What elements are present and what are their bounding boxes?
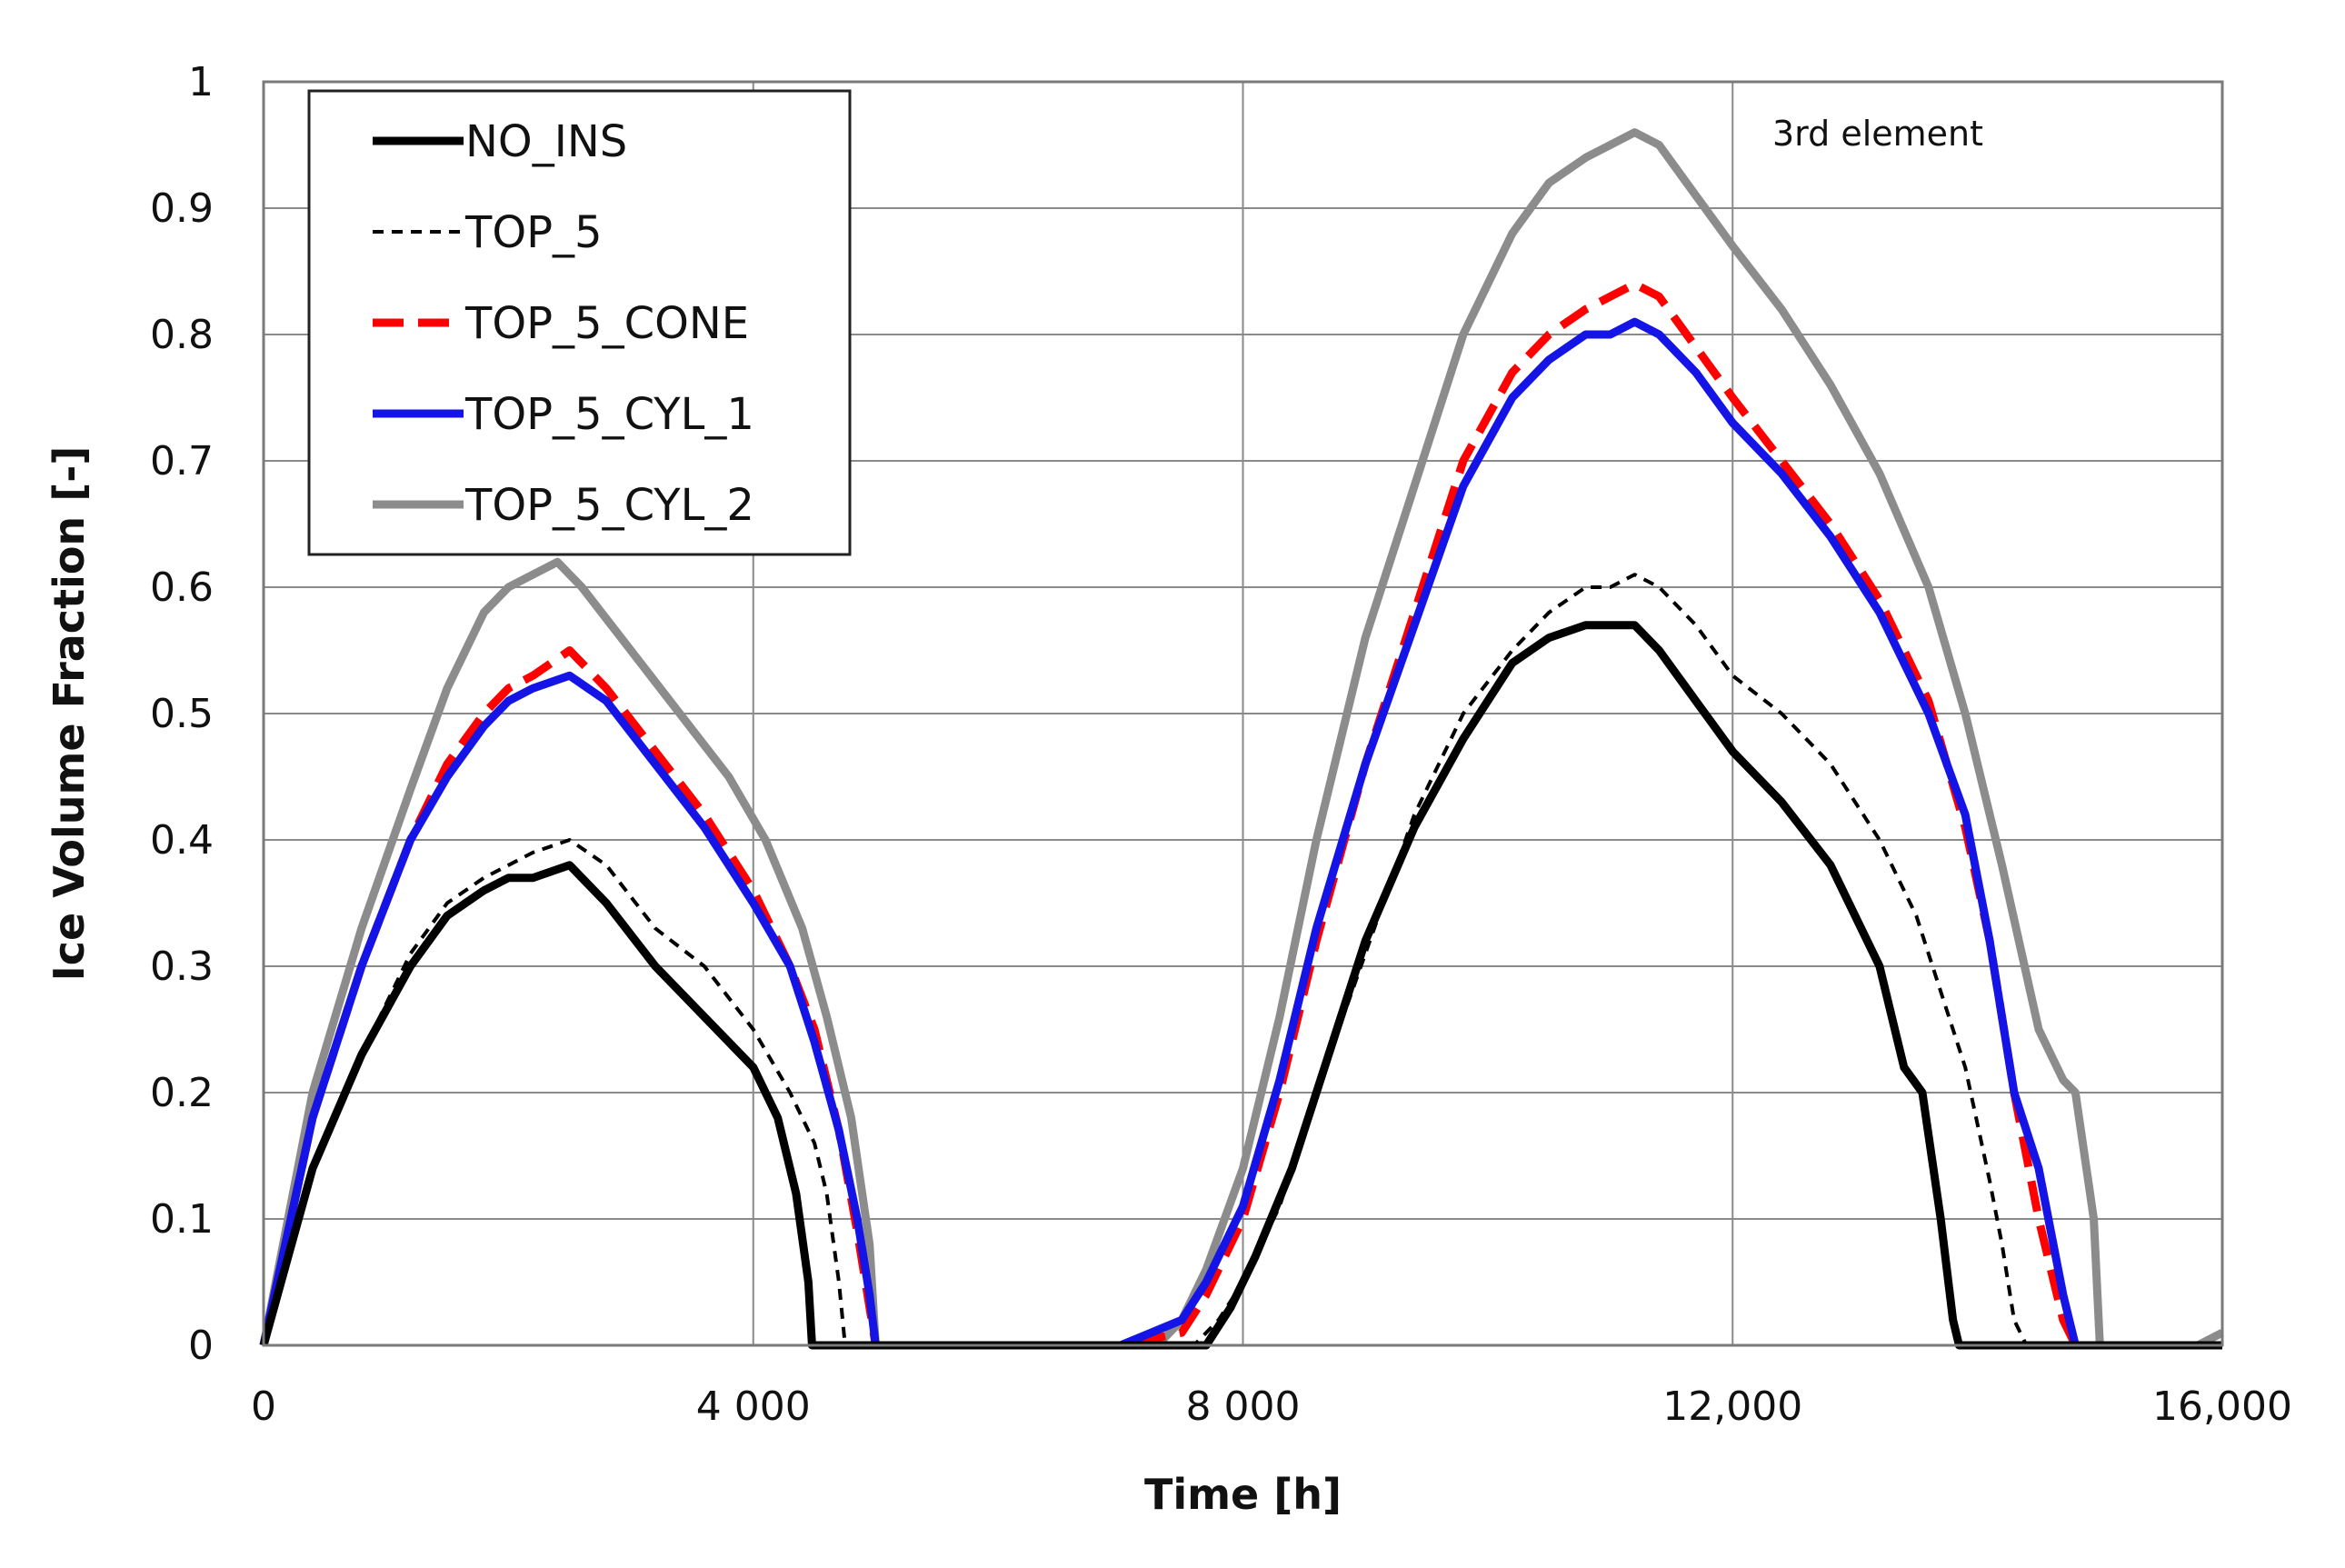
series-line-top-5-cyl-2 (259, 128, 2225, 1350)
y-axis-title: Ice Volume Fraction [-] (45, 446, 94, 982)
y-tick-label: 1 (188, 59, 214, 105)
x-tick-label: 4 000 (696, 1383, 811, 1430)
y-tick-label: 0.2 (150, 1070, 214, 1116)
legend-label: TOP_5 (464, 207, 603, 258)
series-line-no-ins (259, 621, 2222, 1350)
x-tick-label: 16,000 (2152, 1383, 2292, 1430)
series-line-top-5-cyl-1 (259, 317, 2222, 1350)
data-series (259, 128, 2225, 1350)
legend-label: TOP_5_CYL_1 (464, 389, 754, 440)
y-tick-label: 0.4 (150, 817, 214, 864)
y-tick-label: 0.3 (150, 944, 214, 990)
y-tick-label: 0 (188, 1323, 214, 1369)
y-tick-label: 0.6 (150, 564, 214, 611)
y-tick-label: 0.1 (150, 1196, 214, 1243)
legend-label: TOP_5_CYL_2 (464, 480, 754, 531)
plot-area-frame (262, 80, 2224, 1347)
x-tick-label: 8 000 (1186, 1383, 1301, 1430)
y-tick-label: 0.8 (150, 312, 214, 358)
y-tick-label: 0.9 (150, 185, 214, 232)
x-axis-title: Time [h] (1144, 1470, 1342, 1519)
chart-annotation: 3rd element (1772, 114, 1983, 154)
x-tick-label: 0 (251, 1383, 276, 1430)
x-axis-ticks: 0 4 000 8 000 12,000 16,000 (251, 1383, 2292, 1430)
y-axis-ticks: 0 0.1 0.2 0.3 0.4 0.5 0.6 0.7 0.8 0.9 1 (150, 59, 214, 1369)
y-tick-label: 0.5 (150, 691, 214, 737)
x-tick-label: 12,000 (1662, 1383, 1802, 1430)
legend-label: TOP_5_CONE (464, 298, 749, 349)
y-tick-label: 0.7 (150, 438, 214, 484)
legend-label: NO_INS (465, 116, 627, 167)
legend: NO_INS TOP_5 TOP_5_CONE TOP_5_CYL_1 TOP_5_CY… (307, 89, 852, 556)
series-line-top-5 (262, 573, 2222, 1347)
